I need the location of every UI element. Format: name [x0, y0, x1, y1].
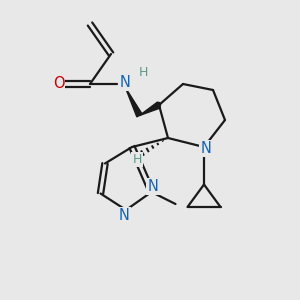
Polygon shape [140, 102, 160, 116]
Text: N: N [201, 141, 212, 156]
Text: N: N [120, 75, 131, 90]
Polygon shape [125, 88, 142, 117]
Text: N: N [148, 179, 158, 194]
Text: H: H [139, 66, 148, 79]
Text: N: N [119, 208, 130, 224]
Text: O: O [53, 76, 64, 92]
Text: H: H [132, 153, 142, 166]
